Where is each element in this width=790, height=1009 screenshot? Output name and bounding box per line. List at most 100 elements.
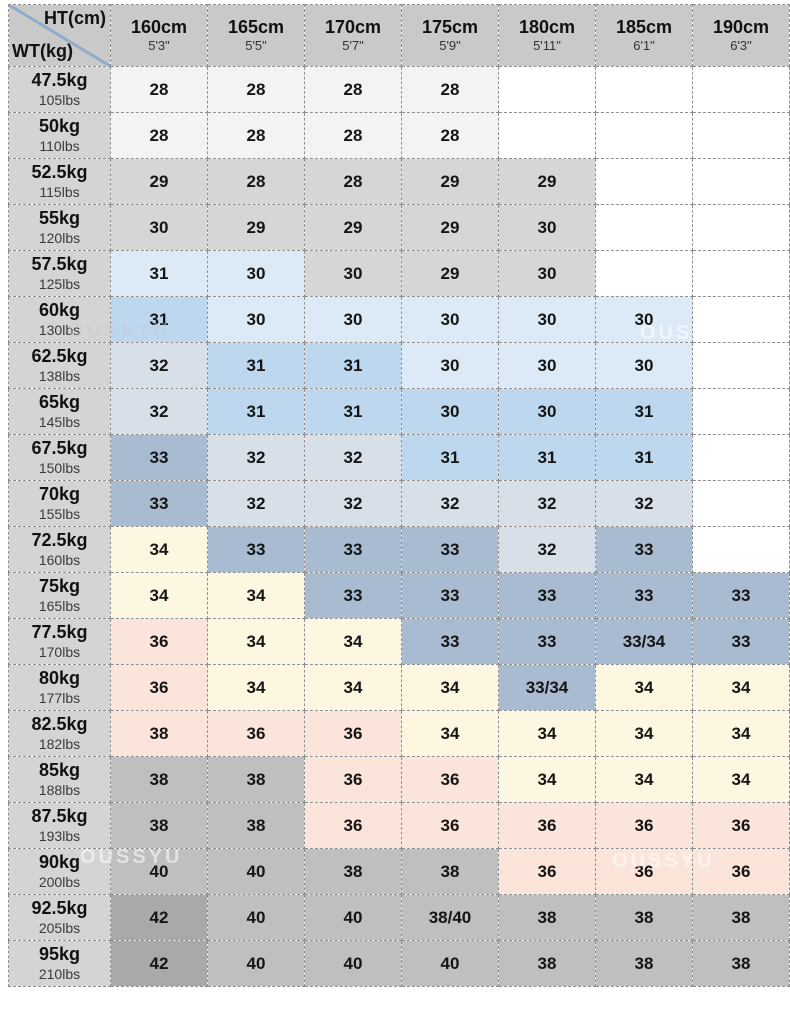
row-header-55kg: 55kg 120lbs (8, 204, 111, 251)
row-header-72.5kg: 72.5kg 160lbs (8, 526, 111, 573)
size-cell: 32 (498, 480, 596, 527)
size-cell: 28 (110, 112, 208, 159)
size-cell: 30 (401, 296, 499, 343)
weight-lbs-label: 165lbs (38, 597, 81, 614)
size-cell: 31 (595, 434, 693, 481)
height-cm-label: 175cm (421, 16, 479, 37)
size-cell: 38 (595, 894, 693, 941)
size-cell: 32 (110, 342, 208, 389)
weight-lbs-label: 105lbs (38, 91, 81, 108)
size-cell: 32 (110, 388, 208, 435)
size-cell: 32 (595, 480, 693, 527)
size-cell: 30 (595, 342, 693, 389)
weight-kg-label: 95kg (38, 944, 81, 965)
size-cell: 38 (110, 710, 208, 757)
weight-lbs-label: 210lbs (38, 965, 81, 982)
height-ftin-label: 6'3" (730, 38, 752, 54)
table-row: 77.5kg 170lbs 36 34 34 33 33 33/34 33 (8, 618, 790, 665)
size-cell: 31 (498, 434, 596, 481)
empty-cell (595, 112, 693, 159)
size-cell: 36 (595, 848, 693, 895)
height-cm-label: 170cm (324, 16, 382, 37)
size-cell: 28 (207, 158, 305, 205)
table-row: 95kg 210lbs 42 40 40 40 38 38 38 (8, 940, 790, 987)
size-cell: 34 (207, 572, 305, 619)
size-cell: 32 (498, 526, 596, 573)
size-cell: 32 (207, 480, 305, 527)
row-header-87.5kg: 87.5kg 193lbs (8, 802, 111, 849)
size-cell: 30 (498, 388, 596, 435)
size-cell: 38 (401, 848, 499, 895)
row-header-92.5kg: 92.5kg 205lbs (8, 894, 111, 941)
size-cell: 38 (304, 848, 402, 895)
table-row: 80kg 177lbs 36 34 34 34 33/34 34 34 (8, 664, 790, 711)
size-cell: 34 (110, 572, 208, 619)
weight-lbs-label: 182lbs (38, 735, 81, 752)
size-cell: 36 (401, 756, 499, 803)
size-cell: 33/34 (498, 664, 596, 711)
height-cm-label: 160cm (130, 16, 188, 37)
size-cell: 32 (304, 480, 402, 527)
empty-cell (692, 526, 790, 573)
size-cell: 28 (110, 66, 208, 113)
size-cell: 33 (304, 526, 402, 573)
size-chart-body: 47.5kg 105lbs 28 28 28 28 50kg 110lbs 28 28 28 28 52… (8, 66, 790, 987)
size-cell: 34 (498, 756, 596, 803)
size-cell: 34 (401, 710, 499, 757)
size-cell: 36 (498, 848, 596, 895)
weight-kg-label: 60kg (38, 300, 81, 321)
weight-kg-label: 92.5kg (31, 898, 88, 919)
size-cell: 31 (110, 250, 208, 297)
size-cell: 29 (401, 158, 499, 205)
size-cell: 33 (401, 572, 499, 619)
height-ftin-label: 5'9" (439, 38, 461, 54)
row-header-67.5kg: 67.5kg 150lbs (8, 434, 111, 481)
size-cell: 31 (207, 342, 305, 389)
size-cell: 31 (304, 342, 402, 389)
row-header-70kg: 70kg 155lbs (8, 480, 111, 527)
size-cell: 36 (110, 618, 208, 665)
height-cm-label: 180cm (518, 16, 576, 37)
size-cell: 40 (304, 940, 402, 987)
empty-cell (692, 204, 790, 251)
weight-kg-label: 70kg (38, 484, 81, 505)
size-cell: 31 (110, 296, 208, 343)
empty-cell (692, 342, 790, 389)
size-cell: 38 (692, 940, 790, 987)
size-cell: 33 (692, 572, 790, 619)
table-row: 72.5kg 160lbs 34 33 33 33 32 33 (8, 526, 790, 573)
size-cell: 36 (110, 664, 208, 711)
size-cell: 30 (207, 296, 305, 343)
height-ftin-label: 5'3" (148, 38, 170, 54)
size-cell: 36 (304, 756, 402, 803)
table-row: 50kg 110lbs 28 28 28 28 (8, 112, 790, 159)
size-cell: 30 (498, 342, 596, 389)
size-cell: 28 (207, 112, 305, 159)
weight-lbs-label: 160lbs (38, 551, 81, 568)
weight-kg-label: 75kg (38, 576, 81, 597)
weight-kg-label: 65kg (38, 392, 81, 413)
row-header-95kg: 95kg 210lbs (8, 940, 111, 987)
size-cell: 34 (595, 664, 693, 711)
size-cell: 28 (401, 112, 499, 159)
weight-lbs-label: 125lbs (38, 275, 81, 292)
empty-cell (692, 112, 790, 159)
row-header-80kg: 80kg 177lbs (8, 664, 111, 711)
weight-lbs-label: 205lbs (38, 919, 81, 936)
weight-kg-label: 52.5kg (31, 162, 88, 183)
size-cell: 30 (595, 296, 693, 343)
size-cell: 36 (304, 802, 402, 849)
size-cell: 28 (207, 66, 305, 113)
size-cell: 33 (401, 618, 499, 665)
column-header-175cm: 175cm 5'9" (401, 4, 499, 67)
size-cell: 34 (692, 710, 790, 757)
weight-lbs-label: 110lbs (39, 137, 80, 154)
empty-cell (692, 388, 790, 435)
column-header-190cm: 190cm 6'3" (692, 4, 790, 67)
weight-kg-label: 85kg (38, 760, 81, 781)
row-header-65kg: 65kg 145lbs (8, 388, 111, 435)
table-row: 60kg 130lbs 31 30 30 30 30 30 (8, 296, 790, 343)
size-cell: 34 (595, 756, 693, 803)
size-cell: 32 (304, 434, 402, 481)
table-row: 67.5kg 150lbs 33 32 32 31 31 31 (8, 434, 790, 481)
